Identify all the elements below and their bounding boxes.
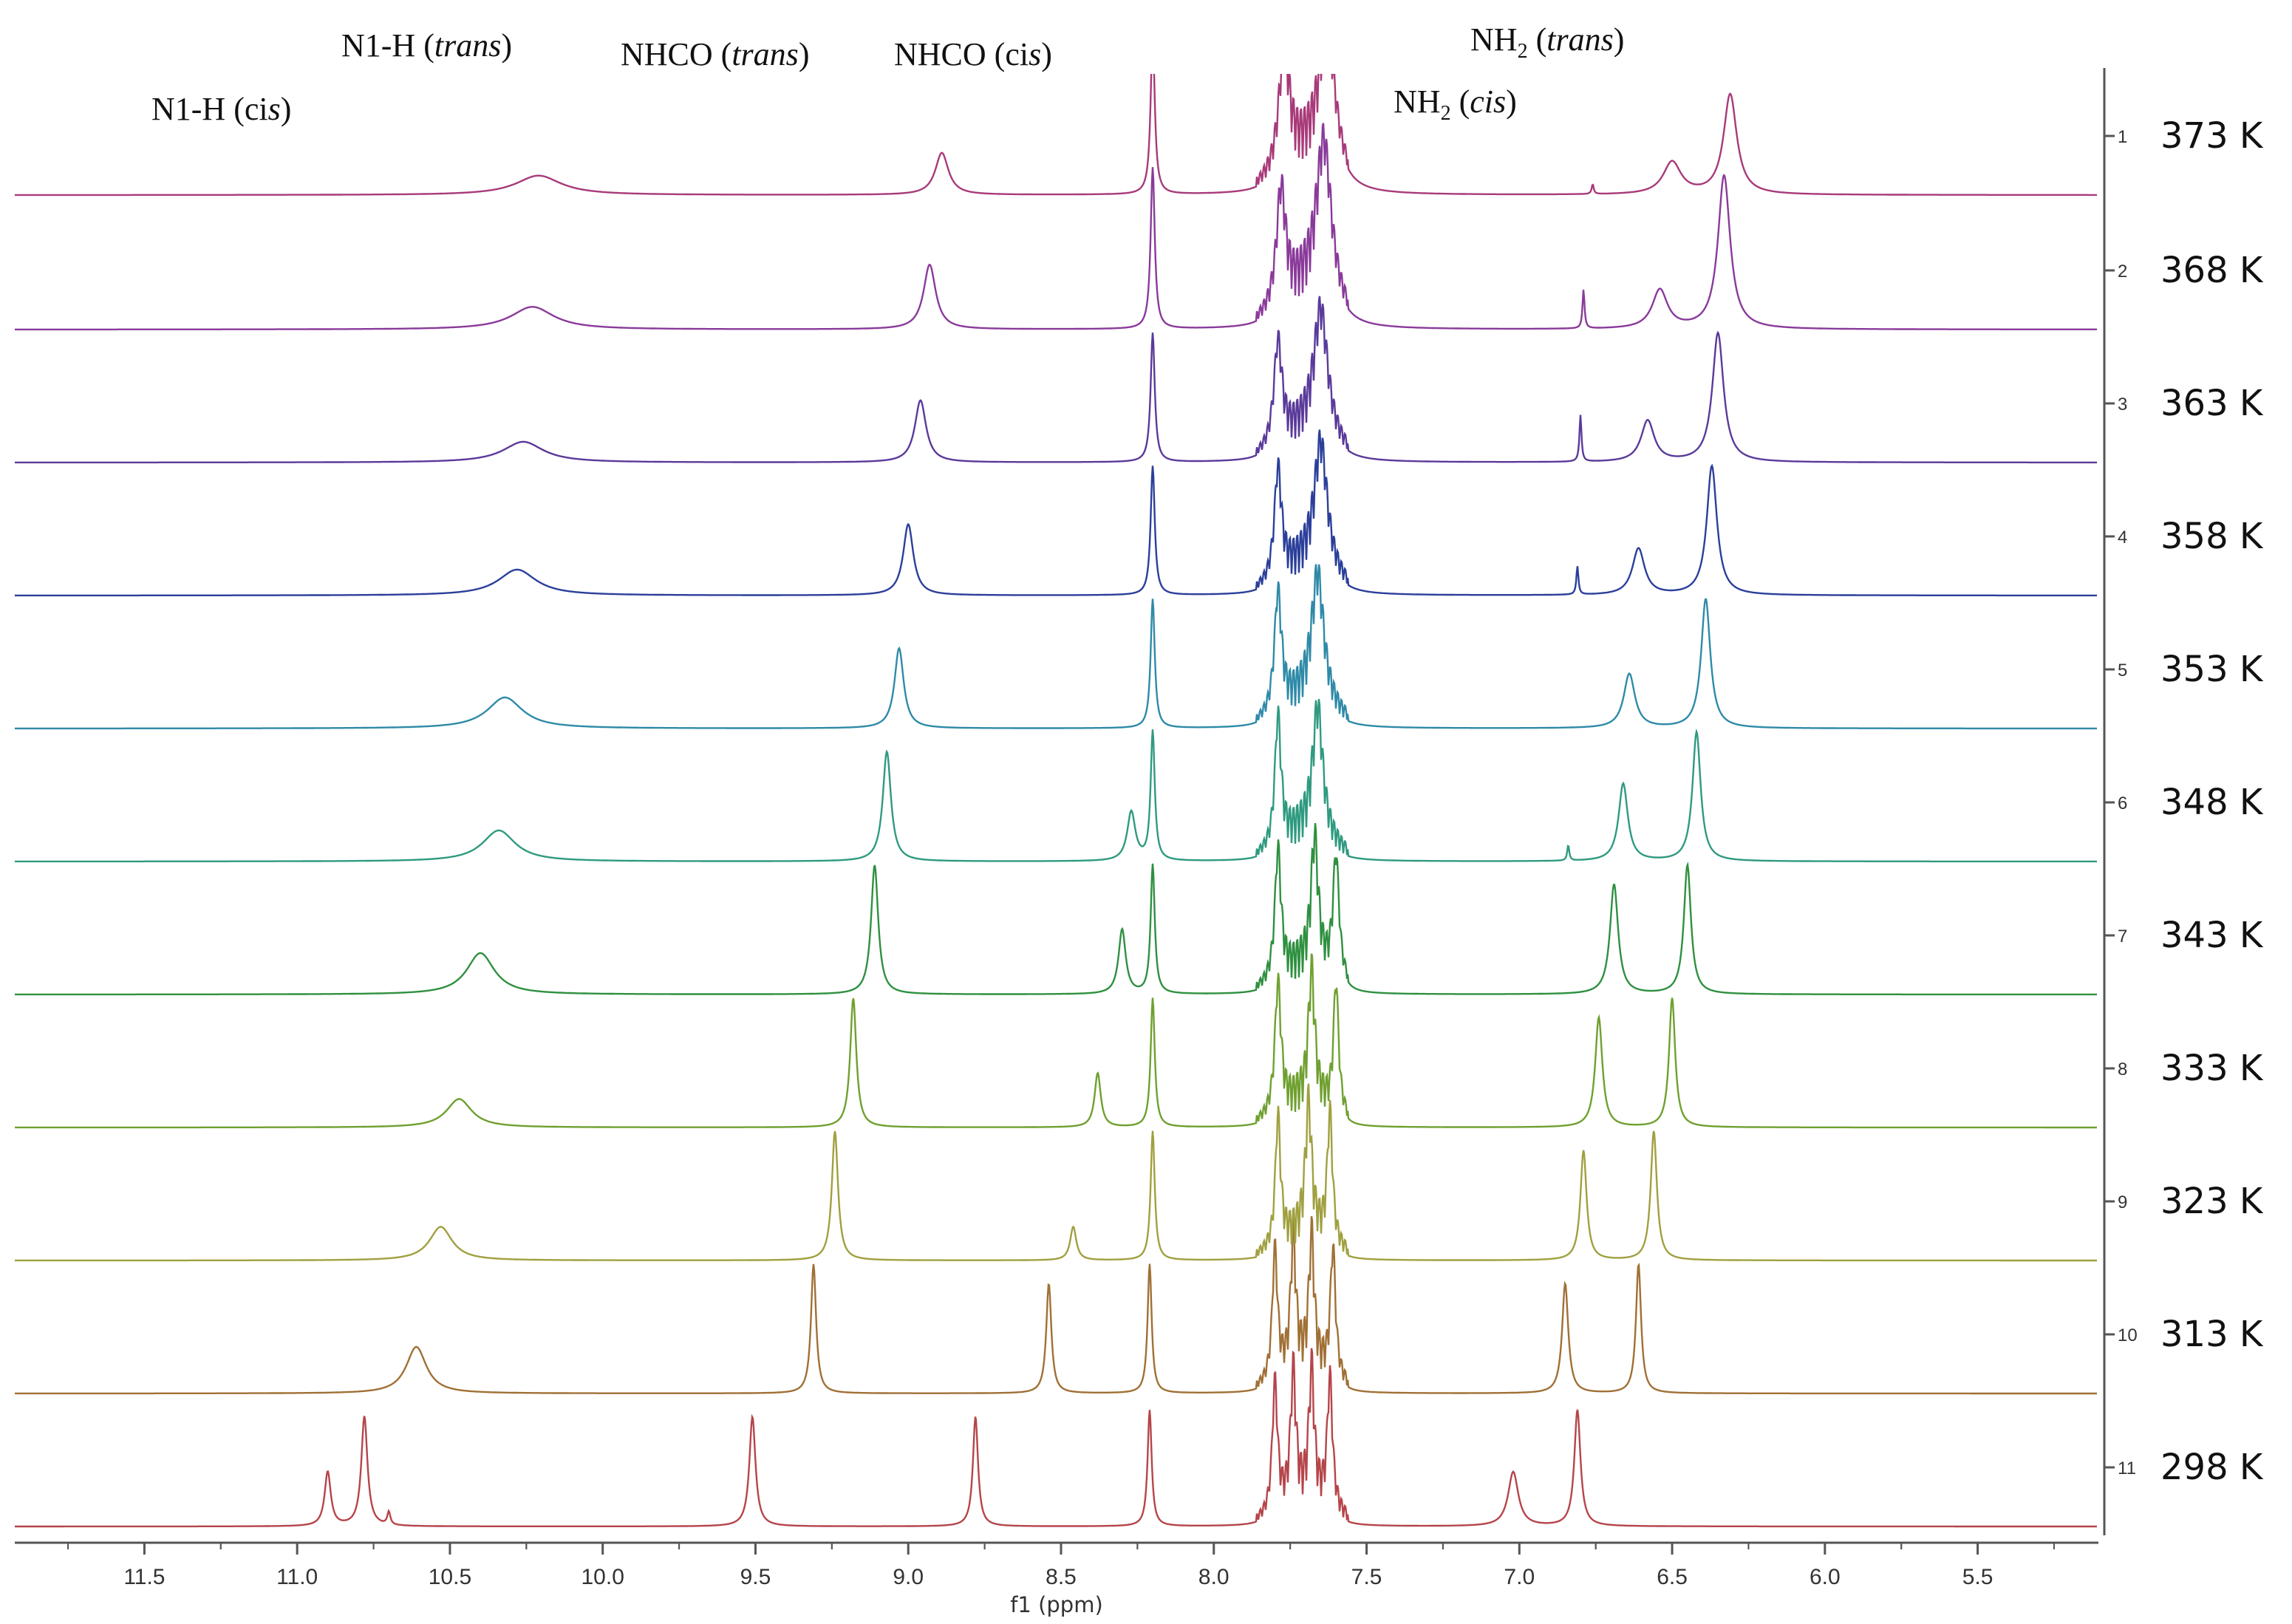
x-axis-tick-label: 7.0 [1504, 1565, 1535, 1589]
x-axis-tick-label: 10.5 [429, 1565, 471, 1589]
peak-label: NHCO (trans) [621, 36, 809, 72]
spectrum-trace-343k [15, 822, 2097, 996]
right-axis-tick-label: 3 [2118, 395, 2127, 414]
spectrum-trace-333k [15, 953, 2097, 1129]
temperature-labels: 298 K 313 K 323 K 333 K 343 K 348 K 353 K 358 K… [2160, 115, 2264, 1488]
x-axis-tick-label: 9.5 [740, 1565, 771, 1589]
x-axis-tick-label: 6.0 [1810, 1565, 1841, 1589]
temperature-label: 368 K [2160, 250, 2264, 291]
peak-label: NHCO (cis) [894, 36, 1052, 72]
right-axis-tick-label: 2 [2118, 262, 2127, 282]
spectrum-trace-363k [15, 296, 2097, 464]
right-axis-tick-label: 11 [2118, 1458, 2136, 1478]
temperature-label: 333 K [2160, 1048, 2264, 1089]
x-axis-tick-label: 5.5 [1962, 1565, 1993, 1589]
spectrum-traces [15, 74, 2097, 1528]
temperature-label: 373 K [2160, 115, 2264, 157]
x-axis-tick-label: 11.5 [123, 1565, 165, 1589]
temperature-label: 343 K [2160, 915, 2264, 956]
temperature-label: 363 K [2160, 383, 2264, 424]
temperature-label: 348 K [2160, 782, 2264, 823]
peak-label: N1-H (cis) [151, 91, 291, 127]
right-axis: 11 10 9 8 7 6 5 4 3 2 1 [2103, 68, 2138, 1535]
right-axis-tick-label: 1 [2118, 127, 2127, 147]
right-axis-tick-label: 9 [2118, 1193, 2127, 1212]
right-axis-tick-label: 5 [2118, 661, 2127, 680]
x-axis-tick-label: 6.5 [1657, 1565, 1688, 1589]
spectrum-trace-373k [15, 74, 2097, 197]
temperature-label: 323 K [2160, 1181, 2264, 1222]
x-axis-tick-label: 10.0 [581, 1565, 624, 1589]
temperature-label: 313 K [2160, 1314, 2264, 1355]
right-axis-tick-label: 10 [2118, 1326, 2138, 1345]
spectrum-trace-353k [15, 564, 2097, 730]
x-axis-tick-label: 9.0 [893, 1565, 924, 1589]
right-axis-tick-label: 7 [2118, 927, 2127, 946]
x-axis-tick-label: 11.0 [276, 1565, 318, 1589]
spectrum-trace-323k [15, 1083, 2097, 1262]
right-axis-tick-label: 4 [2118, 528, 2127, 547]
peak-label: NH2 (trans) [1470, 21, 1624, 63]
x-axis-tick-label: 8.0 [1198, 1565, 1229, 1589]
x-axis: 11.5 11.0 10.5 10.0 9.5 9.0 8.5 8.0 7.5 7.0 6.5 6.0… [15, 1541, 2098, 1617]
x-axis-ticks: 11.5 11.0 10.5 10.0 9.5 9.0 8.5 8.0 7.5 7.0 6.5 6.0… [67, 1543, 2055, 1589]
right-axis-ticks: 11 10 9 8 7 6 5 4 3 2 1 [2104, 127, 2138, 1478]
spectrum-trace-298k [15, 1348, 2097, 1528]
x-axis-tick-label: 8.5 [1046, 1565, 1077, 1589]
spectrum-trace-368k [15, 123, 2097, 331]
right-axis-tick-label: 8 [2118, 1060, 2127, 1079]
temperature-label: 353 K [2160, 649, 2264, 690]
spectrum-trace-313k [15, 1215, 2097, 1395]
peak-label: NH2 (cis) [1394, 83, 1517, 125]
right-axis-tick-label: 6 [2118, 794, 2127, 813]
x-axis-title: f1 (ppm) [1010, 1592, 1103, 1617]
temperature-label: 358 K [2160, 516, 2264, 557]
peak-annotations: N1-H (cis) N1-H (trans) NHCO (trans) NHCO (… [151, 21, 1624, 127]
spectrum-trace-348k [15, 698, 2097, 863]
temperature-label: 298 K [2160, 1447, 2264, 1488]
peak-label: N1-H (trans) [341, 27, 512, 64]
x-axis-tick-label: 7.5 [1351, 1565, 1382, 1589]
spectrum-trace-358k [15, 429, 2097, 597]
